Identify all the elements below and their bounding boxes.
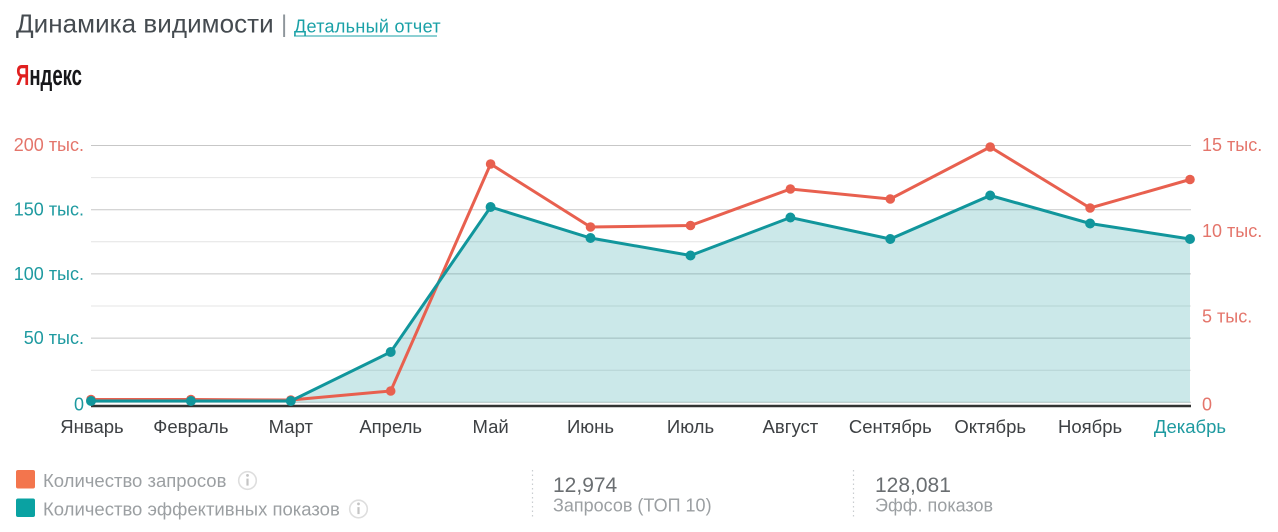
svg-text:|: | (281, 11, 287, 38)
svg-text:Июль: Июль (667, 416, 714, 437)
svg-text:Детальный отчет: Детальный отчет (294, 17, 441, 37)
svg-text:12,974: 12,974 (553, 474, 618, 497)
svg-text:Февраль: Февраль (153, 416, 228, 437)
svg-text:Запросов (ТОП 10): Запросов (ТОП 10) (553, 496, 712, 516)
svg-text:100 тыс.: 100 тыс. (14, 264, 84, 284)
svg-text:150 тыс.: 150 тыс. (14, 200, 84, 220)
svg-text:Июнь: Июнь (567, 416, 614, 437)
svg-text:Май: Май (472, 416, 508, 437)
svg-text:0: 0 (74, 395, 84, 415)
svg-text:10 тыс.: 10 тыс. (1202, 221, 1262, 241)
svg-text:Октябрь: Октябрь (954, 416, 1026, 437)
svg-text:0: 0 (1202, 395, 1212, 415)
svg-text:Количество запросов: Количество запросов (43, 470, 227, 491)
svg-text:Март: Март (269, 416, 314, 437)
svg-text:200 тыс.: 200 тыс. (14, 135, 84, 155)
svg-text:Декабрь: Декабрь (1154, 416, 1226, 437)
svg-text:Апрель: Апрель (359, 416, 422, 437)
svg-text:Яндекс: Яндекс (16, 60, 82, 92)
svg-text:Август: Август (763, 416, 819, 437)
svg-text:Ноябрь: Ноябрь (1058, 416, 1122, 437)
svg-text:5 тыс.: 5 тыс. (1202, 307, 1252, 327)
svg-text:Эфф. показов: Эфф. показов (875, 496, 993, 516)
svg-text:Количество эффективных показов: Количество эффективных показов (43, 499, 340, 520)
svg-text:128,081: 128,081 (875, 474, 951, 497)
svg-text:Сентябрь: Сентябрь (849, 416, 932, 437)
svg-text:Динамика видимости: Динамика видимости (16, 9, 274, 39)
svg-text:50 тыс.: 50 тыс. (24, 328, 84, 348)
svg-text:15 тыс.: 15 тыс. (1202, 135, 1262, 155)
svg-text:Январь: Январь (60, 416, 123, 437)
